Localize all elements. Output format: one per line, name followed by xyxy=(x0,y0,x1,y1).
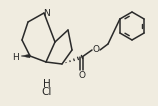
Text: H: H xyxy=(43,79,51,89)
Text: Cl: Cl xyxy=(42,87,52,97)
Text: O: O xyxy=(79,71,85,80)
Text: O: O xyxy=(93,45,100,54)
Text: N: N xyxy=(44,10,50,19)
Polygon shape xyxy=(21,54,30,58)
Text: H: H xyxy=(13,52,19,61)
